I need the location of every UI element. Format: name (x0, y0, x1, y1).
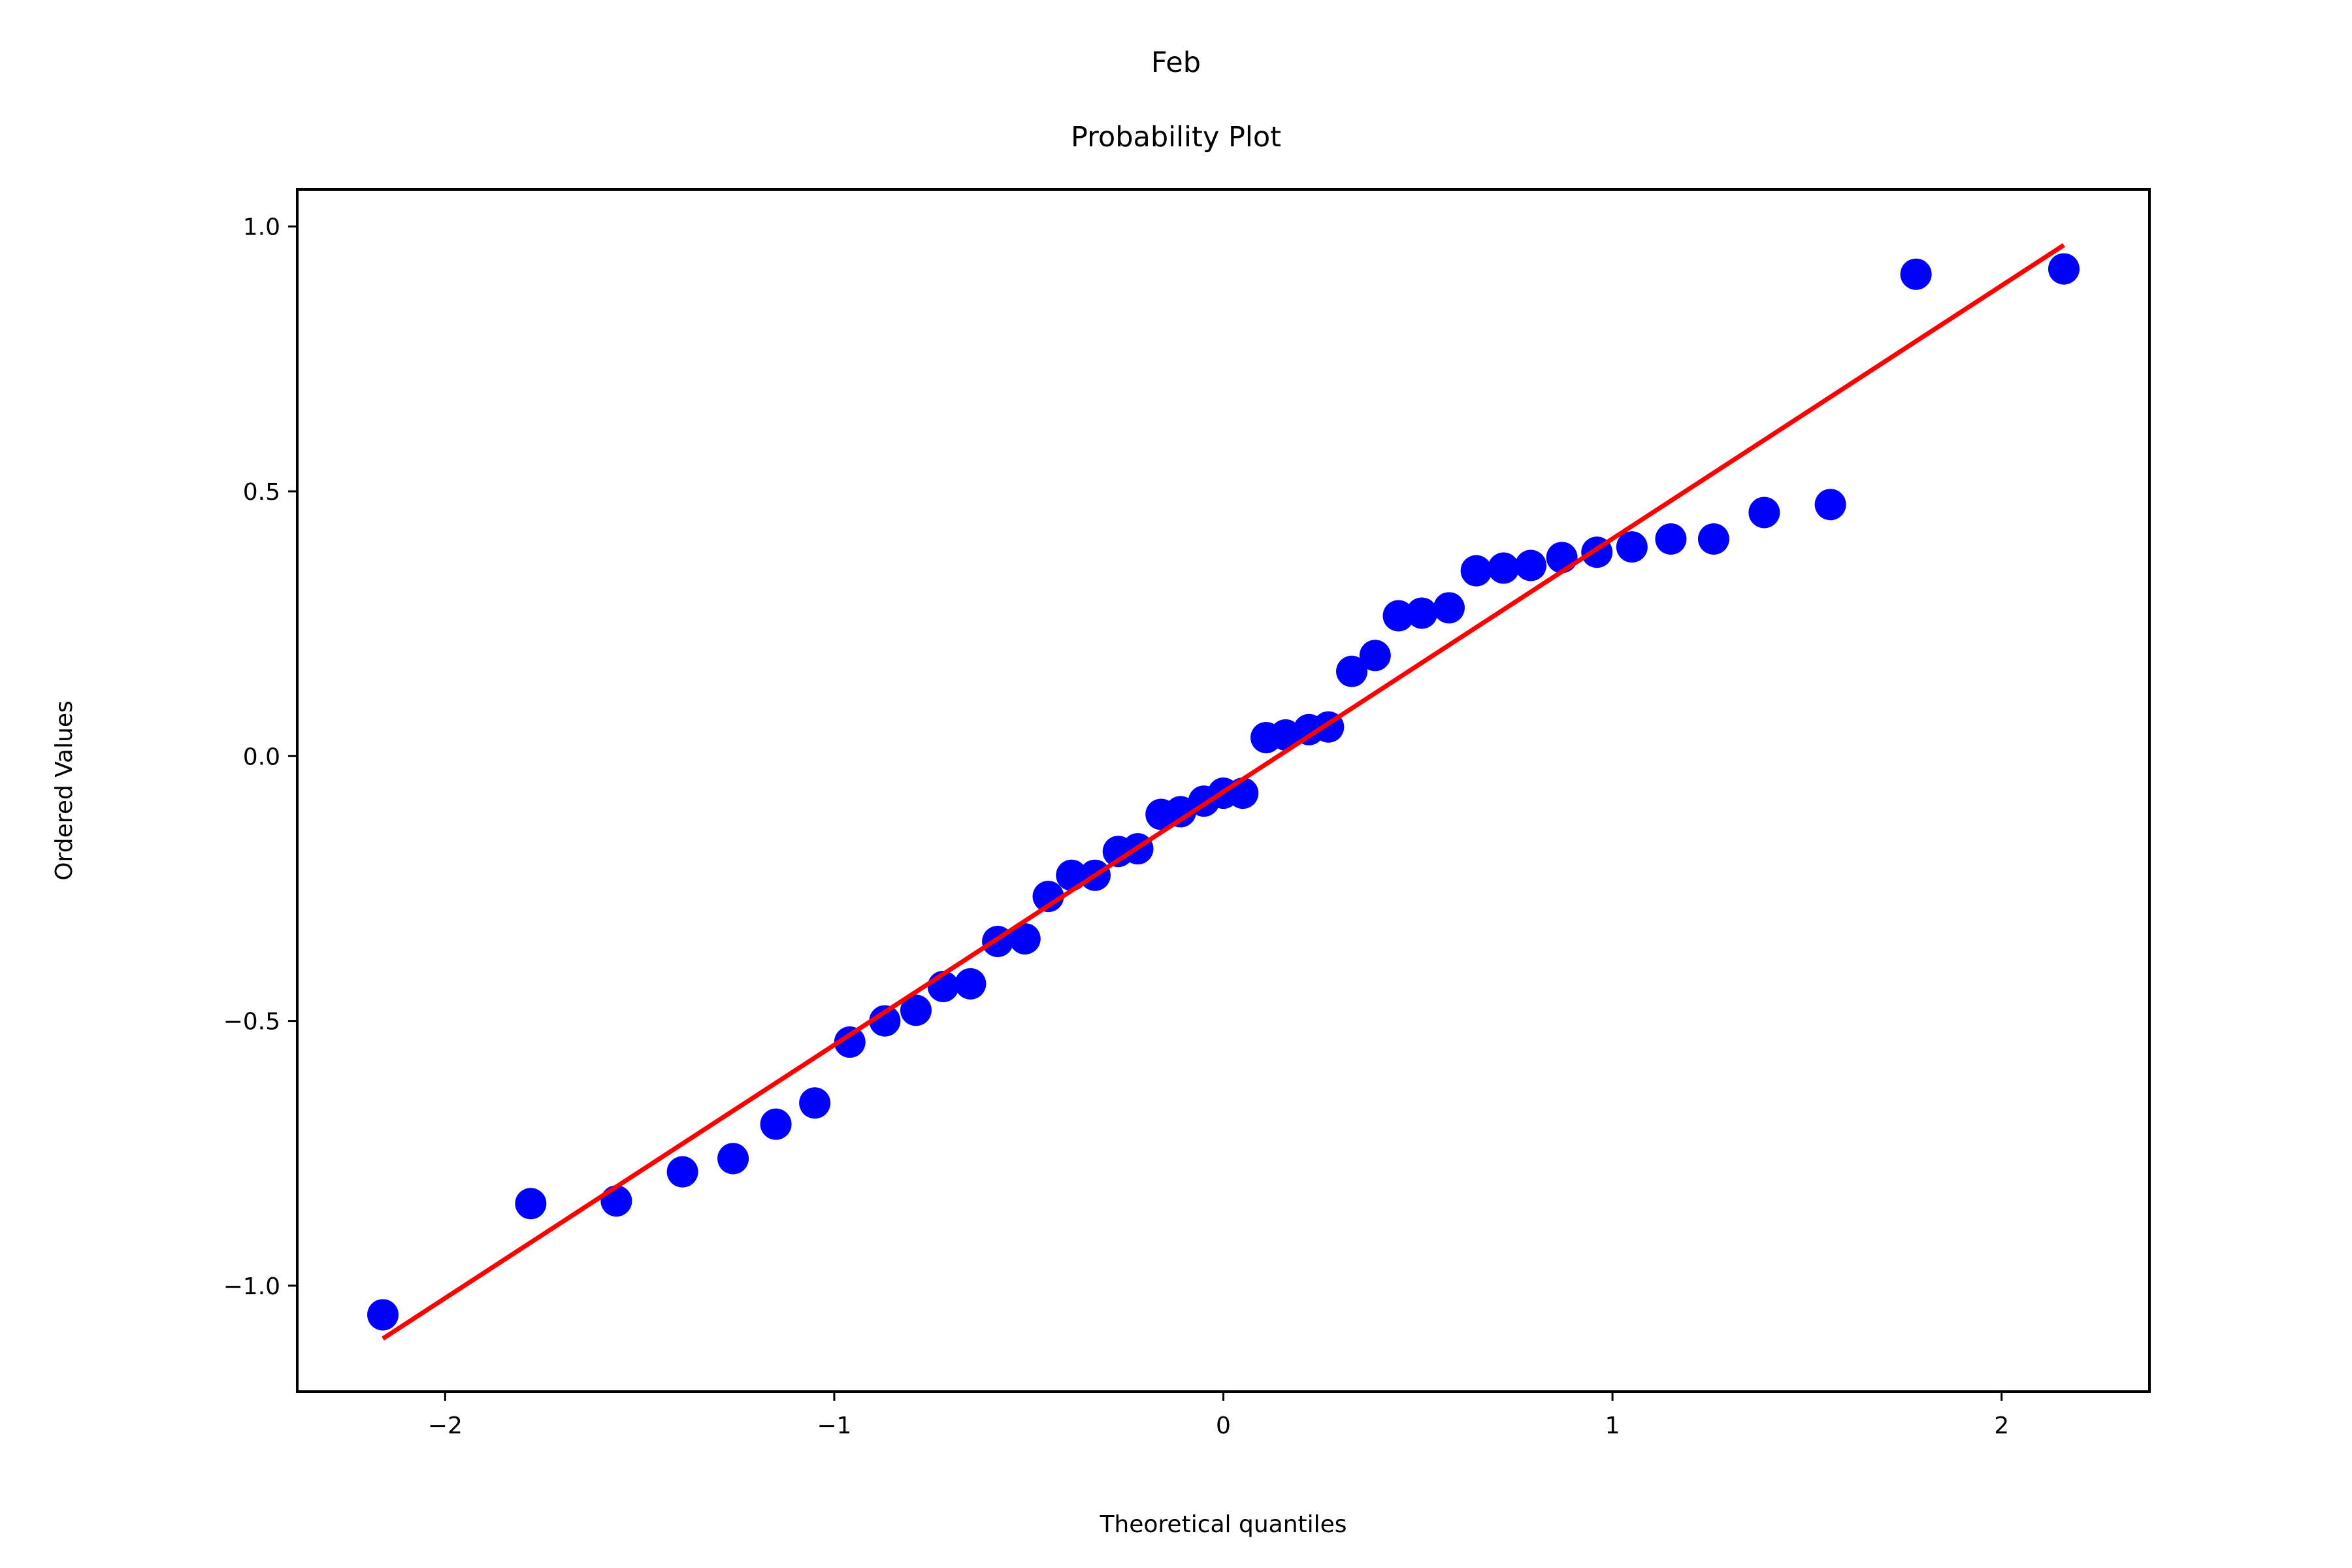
x-tick-label: 2 (1994, 1413, 2009, 1439)
y-axis-ticks: −1.0 −0.5 0.0 0.5 1.0 (223, 214, 297, 1300)
data-point (2048, 253, 2080, 285)
data-point (1460, 555, 1492, 587)
data-point (1269, 719, 1301, 751)
data-point (1433, 592, 1465, 624)
data-point (1336, 655, 1368, 687)
data-point (1009, 923, 1041, 955)
data-point (1359, 640, 1391, 672)
data-point (1900, 258, 1932, 290)
data-point (666, 1156, 698, 1188)
x-axis-label: Theoretical quantiles (1099, 1511, 1347, 1538)
data-point (869, 1005, 901, 1037)
chart-title: Feb (1151, 46, 1201, 79)
data-point (1616, 531, 1648, 563)
data-point (834, 1026, 866, 1058)
data-point (1488, 552, 1520, 584)
data-point (955, 968, 987, 1000)
y-tick-label: −0.5 (223, 1009, 280, 1036)
data-point (900, 994, 932, 1026)
x-tick-label: 0 (1216, 1413, 1231, 1439)
data-point (1032, 881, 1064, 913)
data-point (1546, 542, 1578, 574)
x-tick-label: −2 (428, 1413, 463, 1439)
data-point (1814, 489, 1846, 521)
data-point (1382, 600, 1414, 632)
y-tick-label: −1.0 (223, 1273, 280, 1300)
data-point (1748, 497, 1780, 529)
data-point (515, 1188, 547, 1220)
y-tick-label: 1.0 (243, 214, 280, 241)
y-axis-label: Ordered Values (51, 700, 78, 881)
plot-area (367, 243, 2080, 1341)
x-tick-label: 1 (1605, 1413, 1620, 1439)
data-point (717, 1143, 749, 1175)
data-point (760, 1108, 792, 1140)
data-point (367, 1299, 399, 1331)
data-point (1655, 523, 1687, 555)
data-point (1406, 597, 1438, 629)
y-tick-label: 0.5 (243, 479, 280, 506)
y-tick-label: 0.0 (243, 743, 280, 770)
data-point (1227, 777, 1259, 809)
data-point (1697, 523, 1729, 555)
x-tick-label: −1 (817, 1413, 851, 1439)
x-axis-ticks: −2 −1 0 1 2 (428, 1392, 2009, 1439)
chart-subtitle: Probability Plot (1071, 121, 1281, 154)
data-point (799, 1087, 831, 1119)
data-point (1164, 796, 1196, 828)
data-point (1515, 549, 1547, 581)
data-point (600, 1185, 632, 1217)
fit-line (382, 243, 2065, 1341)
